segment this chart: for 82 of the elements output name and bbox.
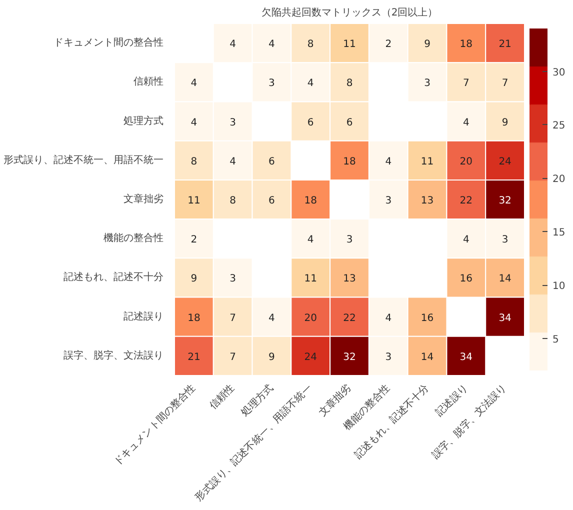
data-label: 4 — [268, 312, 275, 324]
data-label: 16 — [420, 312, 434, 324]
data-label: 4 — [385, 156, 392, 168]
data-label: 13 — [420, 196, 434, 206]
data-label: 4 — [462, 234, 470, 246]
color-bar-label: 5 — [552, 334, 559, 346]
data-label: 3 — [268, 78, 275, 90]
chart-title: 欠陥共起回数マトリックス（2回以上） — [261, 6, 438, 18]
data-label: 4 — [268, 39, 275, 50]
y-tick-label: 誤字、脱字、文法誤り — [64, 349, 164, 362]
data-label: 18 — [460, 39, 473, 50]
data-label: 6 — [346, 117, 353, 128]
data-label: 21 — [188, 352, 200, 363]
data-label: 2 — [385, 39, 392, 50]
y-tick-label: ドキュメント間の整合性 — [54, 36, 164, 49]
data-label: 34 — [460, 352, 473, 363]
data-label: 3 — [346, 234, 353, 246]
data-label: 8 — [230, 196, 236, 206]
data-label: 24 — [498, 156, 512, 168]
data-label: 24 — [304, 352, 317, 363]
data-label: 9 — [502, 117, 508, 128]
data-label: 4 — [190, 117, 198, 128]
data-label: 11 — [304, 274, 317, 285]
data-label: 13 — [343, 274, 356, 285]
y-tick-label: 文章拙劣 — [124, 193, 164, 205]
data-label: 20 — [460, 156, 473, 168]
data-label: 4 — [230, 39, 236, 50]
y-tick-label: 機能の整合性 — [104, 232, 164, 244]
color-bar-label: 20 — [552, 174, 566, 186]
data-label: 9 — [190, 274, 198, 285]
data-label: 32 — [343, 352, 356, 363]
data-label: 3 — [385, 352, 392, 363]
data-label: 4 — [190, 78, 198, 90]
color-bar-label: 25 — [552, 120, 566, 132]
data-label: 20 — [304, 312, 317, 324]
color-bar-label: 30 — [552, 67, 566, 78]
data-label: 11 — [420, 156, 434, 168]
data-label: 4 — [307, 78, 314, 90]
data-label: 7 — [502, 78, 508, 90]
data-label: 18 — [188, 312, 200, 324]
data-label: 4 — [385, 312, 392, 324]
data-label: 6 — [307, 117, 314, 128]
data-label: 14 — [498, 274, 512, 285]
y-tick-label: 信頼性 — [134, 76, 164, 88]
data-label: 16 — [460, 274, 473, 285]
y-tick-label: 記述誤り — [124, 310, 164, 322]
data-label: 8 — [307, 39, 314, 50]
color-bar-label: 10 — [552, 281, 566, 292]
y-tick-label: 処理方式 — [124, 114, 164, 127]
y-tick-label: 記述もれ、記述不十分 — [64, 271, 164, 284]
data-label: 8 — [190, 156, 198, 168]
data-label: 3 — [502, 234, 508, 246]
data-label: 4 — [230, 156, 236, 168]
data-label: 3 — [424, 78, 430, 90]
data-label: 2 — [190, 234, 198, 246]
data-label: 22 — [343, 312, 356, 324]
data-label: 6 — [268, 156, 275, 168]
data-label: 8 — [346, 78, 353, 90]
data-label: 14 — [420, 352, 434, 363]
data-label: 32 — [498, 196, 512, 206]
data-label: 3 — [385, 196, 392, 206]
data-label: 34 — [498, 312, 512, 324]
x-tick-label: 記述誤り — [433, 382, 470, 419]
data-label: 9 — [268, 352, 275, 363]
data-label: 21 — [498, 39, 512, 50]
data-label: 11 — [343, 39, 356, 50]
data-label: 7 — [230, 352, 236, 363]
color-bar-label: 15 — [552, 228, 566, 239]
data-label: 9 — [424, 39, 430, 50]
data-label: 4 — [307, 234, 314, 246]
y-tick-label: 形式誤り、記述不統一、用語不統一 — [4, 154, 164, 166]
data-label: 18 — [304, 196, 317, 206]
data-label: 22 — [460, 196, 473, 206]
data-label: 18 — [343, 156, 356, 168]
data-label: 3 — [230, 274, 236, 285]
data-label: 3 — [230, 117, 236, 128]
x-tick-label: 信頼性 — [207, 382, 237, 412]
data-label: 7 — [230, 312, 236, 324]
data-label: 7 — [462, 78, 470, 90]
data-label: 11 — [188, 196, 200, 206]
data-label: 4 — [462, 117, 470, 128]
data-label: 6 — [268, 196, 275, 206]
